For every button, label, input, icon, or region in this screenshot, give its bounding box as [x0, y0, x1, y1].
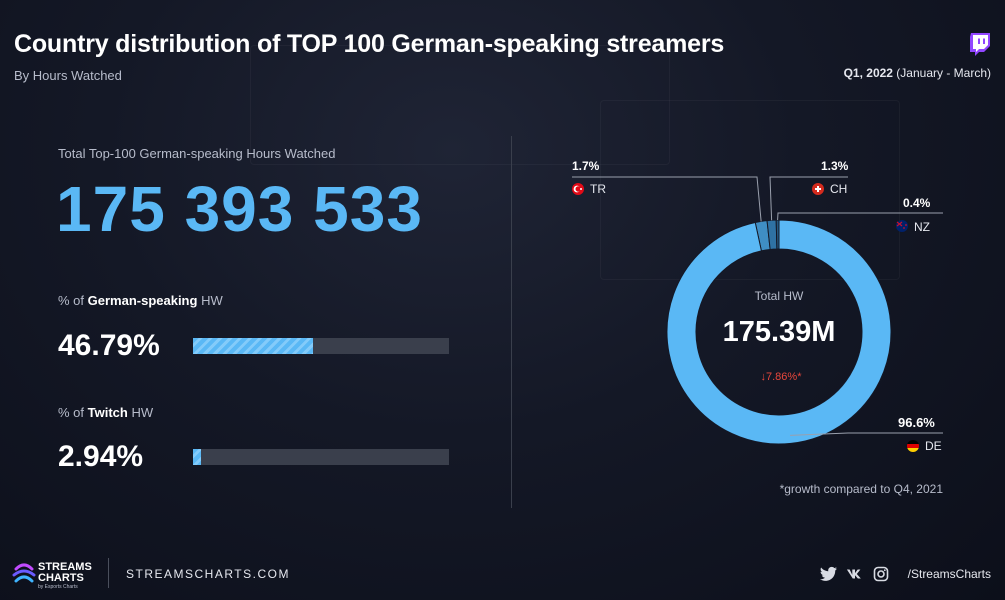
german-share-bar-fill [193, 338, 313, 354]
vk-icon[interactable] [846, 566, 864, 582]
slice-label-tr-name: TR [590, 182, 606, 196]
twitch-share-value: 2.94% [58, 440, 144, 473]
social-links: /StreamsCharts [819, 566, 991, 582]
social-handle[interactable]: /StreamsCharts [907, 567, 991, 581]
page-subtitle: By Hours Watched [14, 68, 122, 83]
twitch-share-label-bold: Twitch [87, 405, 128, 420]
new-zealand-flag-icon [896, 220, 908, 232]
logo-line-1: STREAMS [38, 561, 92, 573]
logo-wordmark: STREAMS CHARTS [38, 562, 92, 584]
turkey-flag-icon [572, 183, 584, 195]
donut-center-label: Total HW [755, 289, 804, 303]
leader-line-ch [769, 176, 848, 221]
german-share-label-suffix: HW [197, 293, 223, 308]
leader-line-de [790, 432, 943, 436]
twitch-share-bar [193, 449, 449, 465]
footer-divider [108, 558, 109, 588]
period-quarter: Q1, 2022 [843, 66, 893, 80]
germany-flag-icon [907, 440, 919, 452]
streamscharts-logo-icon [12, 563, 36, 583]
page-title: Country distribution of TOP 100 German-s… [14, 30, 725, 58]
slice-label-nz-name: NZ [914, 220, 930, 234]
total-hw-label: Total Top-100 German-speaking Hours Watc… [58, 146, 336, 161]
slice-label-tr-value: 1.7% [572, 159, 600, 173]
leader-line-tr [572, 176, 762, 222]
leader-line-nz [777, 212, 943, 221]
period-label: Q1, 2022 (January - March) [844, 66, 991, 80]
background-panel-shape [600, 100, 900, 280]
twitch-share-bar-fill [193, 449, 201, 465]
twitter-icon[interactable] [819, 566, 838, 582]
german-share-value: 46.79% [58, 329, 160, 362]
instagram-icon[interactable] [872, 566, 890, 582]
german-share-label: % of German-speaking HW [58, 293, 223, 308]
twitch-share-label-prefix: % of [58, 405, 88, 420]
german-share-label-prefix: % of [58, 293, 88, 308]
slice-label-ch-name: CH [830, 182, 847, 196]
twitch-share-label-suffix: HW [127, 405, 154, 420]
total-hw-value: 175 393 533 [56, 173, 423, 245]
donut-slice-de [666, 219, 892, 445]
logo-line-2: CHARTS [38, 572, 84, 584]
growth-footnote: *growth compared to Q4, 2021 [779, 482, 943, 496]
donut-center-value: 175.39M [723, 316, 836, 348]
logo-subtext: by Esports Charts [38, 584, 78, 590]
twitch-icon [970, 33, 990, 56]
slice-label-de-value: 96.6% [898, 415, 935, 430]
period-months: (January - March) [892, 66, 991, 80]
slice-label-nz-value: 0.4% [903, 196, 931, 210]
donut-center-change: ↓7.86%* [761, 371, 803, 383]
background-screen-shape [250, 45, 670, 165]
slice-label-de-name: DE [925, 439, 942, 453]
german-share-bar [193, 338, 449, 354]
twitch-share-label: % of Twitch HW [58, 405, 153, 420]
german-share-label-bold: German-speaking [87, 293, 198, 308]
section-divider [511, 136, 512, 508]
slice-label-ch-value: 1.3% [821, 159, 849, 173]
site-link[interactable]: STREAMSCHARTS.COM [126, 567, 290, 581]
switzerland-flag-icon [812, 183, 824, 195]
